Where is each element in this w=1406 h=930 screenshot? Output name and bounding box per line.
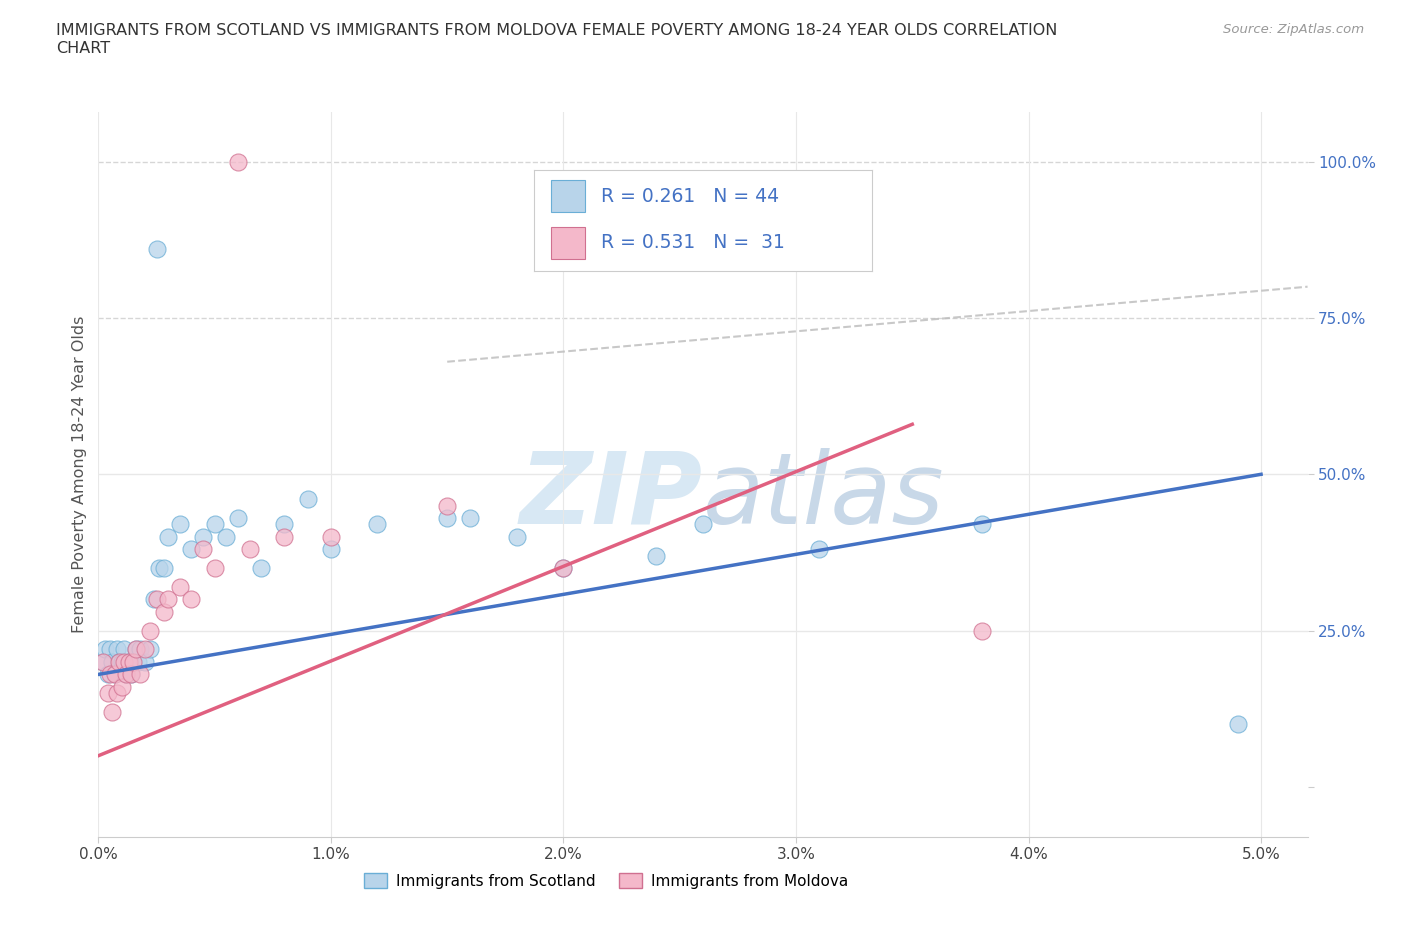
Point (145, 242, 167, 257)
Point (553, 561, 575, 576)
Point (366, 517, 388, 532)
Point (692, 517, 714, 532)
Point (112, 642, 135, 657)
Point (98, 667, 121, 682)
Point (97, 667, 120, 682)
Point (98, 642, 121, 657)
Point (204, 561, 226, 576)
Point (105, 642, 128, 657)
Point (180, 542, 202, 557)
Point (111, 680, 134, 695)
Point (91, 655, 114, 670)
Point (101, 655, 124, 670)
Point (157, 529, 180, 544)
Point (297, 492, 319, 507)
Point (104, 667, 127, 682)
Point (436, 498, 458, 513)
Point (152, 561, 174, 576)
Point (122, 655, 145, 670)
Point (169, 517, 191, 532)
Point (134, 642, 156, 657)
Point (108, 655, 131, 670)
Text: atlas: atlas (703, 447, 945, 545)
Point (97, 685, 120, 700)
Point (94, 642, 117, 657)
Point (273, 517, 295, 532)
Point (970, 517, 993, 532)
Text: ZIP: ZIP (520, 447, 703, 545)
Point (180, 591, 202, 606)
Point (250, 561, 273, 576)
Point (111, 655, 134, 670)
Point (134, 655, 156, 670)
Text: IMMIGRANTS FROM SCOTLAND VS IMMIGRANTS FROM MOLDOVA FEMALE POVERTY AMONG 18-24 Y: IMMIGRANTS FROM SCOTLAND VS IMMIGRANTS F… (56, 23, 1057, 56)
Point (138, 623, 160, 638)
Point (204, 517, 226, 532)
Point (215, 529, 238, 544)
Point (118, 655, 141, 670)
Point (122, 655, 145, 670)
Point (138, 642, 160, 657)
Point (115, 667, 138, 682)
Point (226, 154, 249, 169)
Point (124, 642, 146, 657)
Point (553, 561, 575, 576)
Point (129, 642, 152, 657)
Point (239, 542, 262, 557)
Point (118, 655, 141, 670)
Point (226, 511, 249, 525)
Point (645, 548, 668, 563)
Point (808, 542, 831, 557)
Point (152, 604, 174, 619)
Point (101, 705, 124, 720)
Point (124, 642, 146, 657)
Point (120, 667, 142, 682)
Point (120, 667, 142, 682)
Point (108, 655, 131, 670)
Point (145, 591, 167, 606)
Point (157, 591, 180, 606)
Point (191, 529, 214, 544)
Point (273, 529, 295, 544)
Point (104, 667, 127, 682)
Point (91, 655, 114, 670)
Text: Source: ZipAtlas.com: Source: ZipAtlas.com (1223, 23, 1364, 36)
Point (319, 542, 342, 557)
Point (191, 542, 214, 557)
Point (460, 511, 482, 525)
Point (319, 529, 342, 544)
Legend: Immigrants from Scotland, Immigrants from Moldova: Immigrants from Scotland, Immigrants fro… (359, 867, 855, 895)
Point (112, 655, 135, 670)
Point (970, 623, 993, 638)
Point (436, 511, 458, 525)
Point (1226, 717, 1249, 732)
Point (129, 667, 152, 682)
Point (143, 591, 166, 606)
Point (506, 529, 529, 544)
Point (127, 655, 149, 670)
Point (169, 579, 191, 594)
Point (105, 685, 128, 700)
Y-axis label: Female Poverty Among 18-24 Year Olds: Female Poverty Among 18-24 Year Olds (72, 315, 87, 633)
Point (115, 667, 138, 682)
Point (148, 561, 170, 576)
